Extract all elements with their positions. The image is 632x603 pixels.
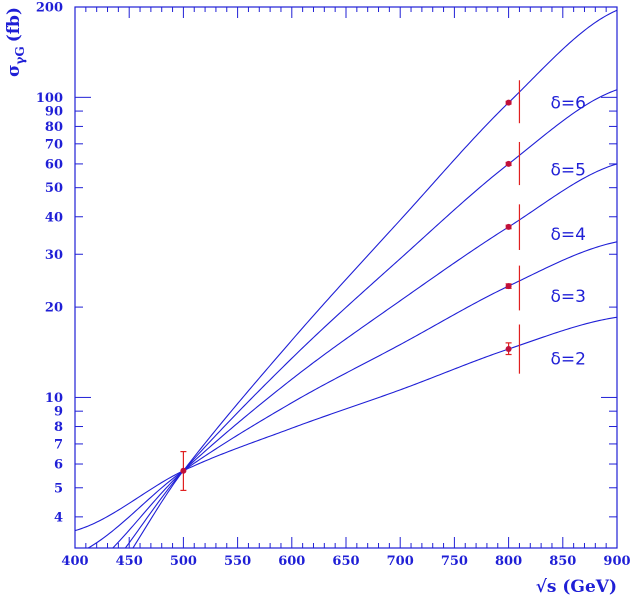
x-tick-label: 650 <box>332 554 359 569</box>
y-tick-label: 4 <box>54 510 63 525</box>
series-line <box>132 9 617 548</box>
data-point <box>505 283 512 290</box>
series-line <box>87 241 617 548</box>
data-point <box>505 160 512 167</box>
x-tick-label: 400 <box>61 554 88 569</box>
x-tick-labels: 400 450 500 550 600 650 700 750 800 850 900 <box>61 554 630 569</box>
series-curves <box>75 9 617 548</box>
x-tick-label: 800 <box>495 554 522 569</box>
y-axis-label-symbol: σ <box>4 64 24 77</box>
data-points <box>180 99 512 492</box>
x-tick-label: 700 <box>387 554 414 569</box>
y-tick-label: 40 <box>45 210 63 225</box>
y-tick-label: 5 <box>54 481 63 496</box>
y-axis-label-subscript: γG <box>13 46 27 64</box>
axis-ticks <box>74 6 618 548</box>
x-tick-label: 450 <box>116 554 143 569</box>
y-tick-label: 7 <box>54 437 63 452</box>
curve-label: δ=4 <box>550 225 585 245</box>
y-tick-label: 70 <box>45 137 63 152</box>
y-tick-label: 90 <box>45 105 63 120</box>
y-axis-label-unit: (fb) <box>4 7 24 42</box>
x-tick-label: 500 <box>170 554 197 569</box>
curve-label: δ=6 <box>550 94 585 114</box>
y-tick-label: 200 <box>36 1 63 16</box>
y-tick-label: 100 <box>36 91 63 106</box>
y-tick-label: 8 <box>54 420 63 435</box>
series-line <box>124 89 617 548</box>
y-tick-label: 20 <box>45 301 63 316</box>
curve-label: δ=5 <box>550 160 585 180</box>
y-tick-label: 10 <box>45 391 63 406</box>
data-point <box>180 467 187 474</box>
x-tick-label: 600 <box>278 554 305 569</box>
x-tick-label: 750 <box>441 554 468 569</box>
series-line <box>75 316 617 532</box>
plot-frame <box>74 6 618 549</box>
data-point <box>505 99 512 106</box>
y-tick-label: 9 <box>54 405 63 420</box>
curve-label: δ=3 <box>550 287 585 307</box>
x-tick-label: 900 <box>603 554 630 569</box>
y-tick-label: 60 <box>45 157 63 172</box>
data-point <box>505 346 512 353</box>
y-tick-label: 50 <box>45 181 63 196</box>
curve-label: δ=2 <box>550 349 585 369</box>
y-tick-label: 80 <box>45 120 63 135</box>
y-tick-label: 30 <box>45 248 63 263</box>
y-axis-label: σγG (fb) <box>4 7 27 77</box>
data-point <box>505 223 512 230</box>
y-tick-label: 6 <box>54 458 63 473</box>
series-line <box>112 163 617 548</box>
x-tick-label: 550 <box>224 554 251 569</box>
curve-labels: δ=2 δ=3 δ=4 δ=5 δ=6 <box>550 94 585 370</box>
x-tick-label: 850 <box>549 554 576 569</box>
x-axis-label: √s (GeV) <box>536 577 617 597</box>
